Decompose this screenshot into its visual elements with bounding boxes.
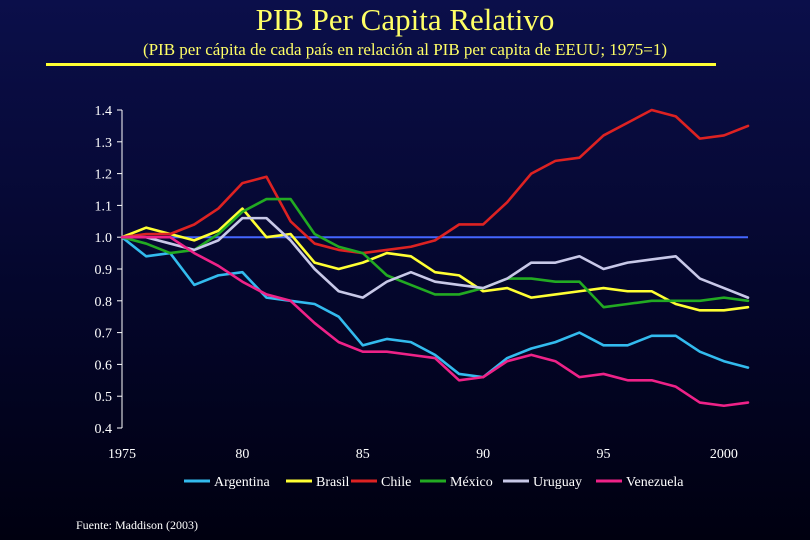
x-tick-label: 80 [235,447,249,462]
y-tick-label: 1.1 [95,199,113,214]
x-tick-label: 95 [597,447,611,462]
legend-label: Chile [381,475,411,490]
y-tick-label: 1.2 [95,168,113,183]
legend-label: Brasil [316,475,350,490]
x-tick-label: 2000 [710,447,738,462]
x-tick-label: 90 [476,447,490,462]
legend-label: Argentina [214,475,271,490]
series-line-mexico [120,197,750,309]
y-tick-label: 0.4 [95,422,113,437]
y-tick-label: 0.5 [95,390,113,405]
y-tick-label: 0.8 [95,295,113,310]
y-tick-label: 1.3 [95,136,113,151]
x-tick-label: 85 [356,447,370,462]
title-divider [46,63,716,66]
y-tick-label: 1.0 [95,231,113,246]
series-line-venezuela [120,235,750,408]
series-line-uruguay [120,216,750,299]
legend-label: México [450,475,493,490]
chart-title: PIB Per Capita Relativo [255,2,555,37]
legend-label: Venezuela [626,475,684,490]
source-note: Fuente: Maddison (2003) [76,518,198,532]
legend-label: Uruguay [533,475,582,490]
y-tick-label: 0.7 [95,327,113,342]
series-line-brasil [120,207,750,312]
y-tick-label: 1.4 [95,104,113,119]
x-tick-label: 1975 [108,447,136,462]
series-line-argentina [120,235,750,379]
chart-subtitle: (PIB per cápita de cada país en relación… [142,40,668,59]
y-tick-label: 0.6 [95,358,113,373]
y-tick-label: 0.9 [95,263,113,278]
series-line-chile [120,108,750,255]
